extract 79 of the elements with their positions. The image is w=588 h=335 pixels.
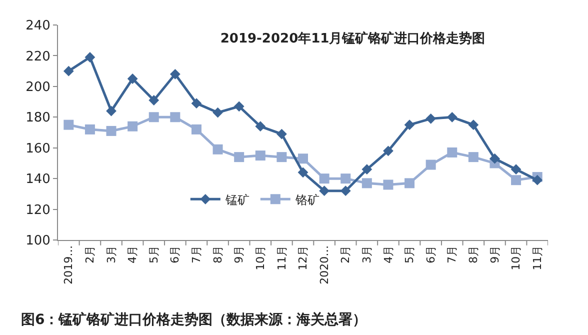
- point: [511, 175, 522, 186]
- point: [255, 121, 266, 132]
- x-tick-label: 2月: [339, 245, 352, 264]
- point: [170, 68, 180, 80]
- point: [447, 147, 458, 158]
- point: [191, 124, 202, 134]
- point: [127, 74, 138, 84]
- point: [276, 128, 287, 140]
- x-tick-label: 2020…: [318, 245, 331, 284]
- point: [298, 167, 308, 178]
- point: [148, 95, 160, 106]
- x-tick-label: 8月: [211, 245, 224, 264]
- point: [63, 66, 74, 76]
- point: [383, 180, 394, 190]
- point: [212, 144, 223, 154]
- x-tick-label: 6月: [424, 245, 438, 264]
- point: [404, 120, 415, 130]
- point: [532, 174, 543, 186]
- x-tick-label: 8月: [467, 245, 480, 264]
- point: [234, 101, 244, 112]
- legend-label: 铬矿: [294, 192, 320, 207]
- x-tick-label: 9月: [232, 245, 246, 264]
- point: [319, 186, 330, 196]
- y-tick-label: 120: [26, 202, 50, 218]
- point: [276, 152, 287, 162]
- y-tick-label: 180: [26, 110, 50, 126]
- x-tick-label: 4月: [382, 245, 395, 264]
- point: [426, 113, 436, 124]
- point: [383, 146, 394, 156]
- x-tick-label: 3月: [360, 245, 374, 264]
- x-tick-label: 7月: [446, 245, 459, 264]
- x-tick-label: 7月: [190, 245, 204, 264]
- point: [446, 112, 458, 122]
- point: [148, 112, 159, 122]
- x-tick-label: 2019…: [62, 245, 76, 284]
- point: [128, 121, 138, 132]
- y-tick-label: 160: [26, 141, 50, 156]
- point: [490, 153, 500, 164]
- point: [319, 174, 330, 184]
- point: [84, 124, 95, 134]
- point: [191, 98, 202, 109]
- x-tick-label: 11月: [275, 245, 288, 270]
- point: [212, 107, 223, 118]
- point: [64, 120, 74, 130]
- point: [84, 52, 96, 62]
- x-tick-label: 2月: [84, 245, 97, 264]
- x-tick-label: 11月: [530, 245, 544, 270]
- x-tick-label: 12月: [296, 245, 310, 270]
- point: [468, 152, 478, 162]
- point: [340, 186, 351, 196]
- text: 2019-2020年11月锰矿铬矿进口价格走势图: [220, 30, 486, 47]
- point: [510, 164, 522, 175]
- x-tick-label: 6月: [168, 245, 182, 264]
- caption: 图6：锰矿铬矿进口价格走势图（数据来源：海关总署）: [21, 311, 367, 328]
- x-tick-label: 4月: [126, 245, 140, 264]
- point: [106, 126, 116, 136]
- y-tick-label: 140: [26, 172, 50, 188]
- point: [404, 178, 415, 188]
- x-tick-label: 9月: [488, 245, 502, 264]
- legend-label: 锰矿: [224, 192, 250, 207]
- point: [234, 152, 244, 162]
- point: [340, 174, 351, 184]
- point: [362, 178, 372, 188]
- x-tick-label: 10月: [254, 245, 267, 270]
- y-tick-label: 100: [26, 234, 50, 249]
- x-tick-label: 10月: [510, 245, 523, 270]
- point: [468, 120, 479, 130]
- x-tick-label: 5月: [403, 245, 416, 264]
- x-tick-label: 3月: [104, 245, 118, 264]
- y-tick-label: 220: [26, 49, 50, 64]
- point: [426, 160, 436, 170]
- point: [255, 150, 266, 161]
- x-tick-label: 5月: [147, 245, 160, 264]
- point: [362, 164, 372, 175]
- point: [170, 112, 180, 122]
- y-tick-label: 200: [26, 80, 50, 95]
- y-tick-label: 240: [26, 18, 50, 34]
- point: [298, 154, 308, 164]
- point: [106, 106, 116, 116]
